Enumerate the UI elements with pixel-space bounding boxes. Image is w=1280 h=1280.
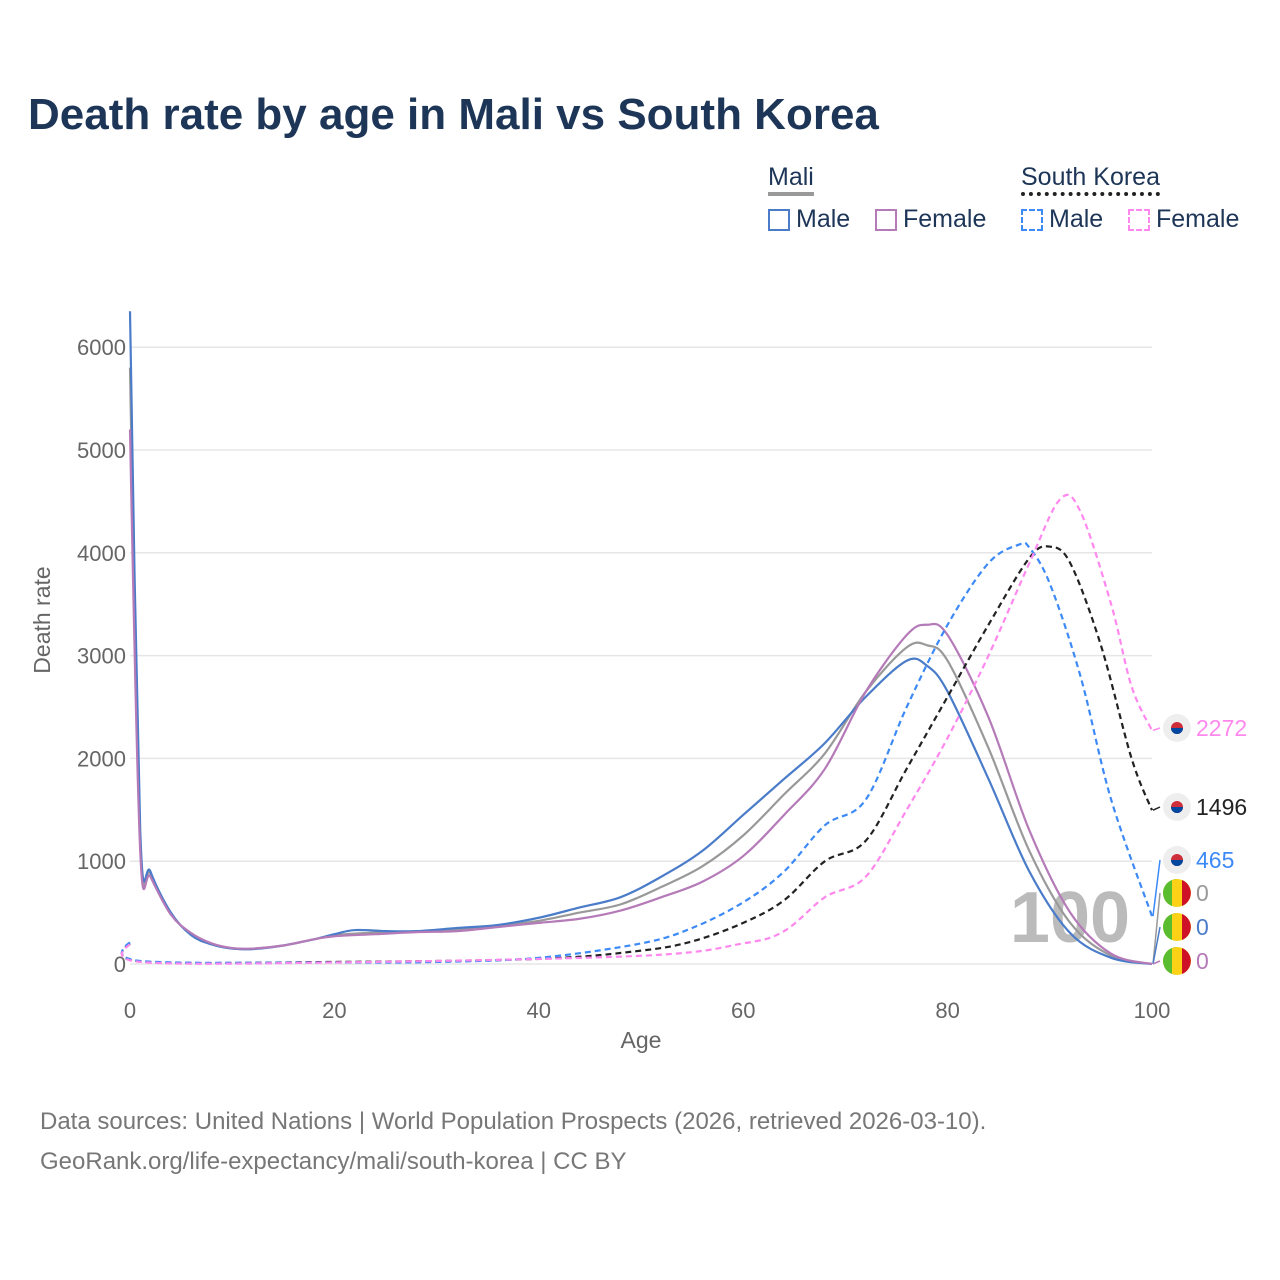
end-connector (1152, 960, 1161, 965)
end-value-label: 1496 (1196, 794, 1247, 820)
series-line-mali-total (128, 367, 1153, 966)
y-tick-label: 4000 (77, 541, 126, 566)
legend-sk-female[interactable]: Female (1128, 205, 1239, 234)
legend-group-south-korea[interactable]: South Korea (1021, 163, 1160, 196)
series-line-south-korea-female (120, 493, 1153, 965)
end-value-label: 0 (1196, 880, 1209, 906)
flag-stripe (1182, 914, 1191, 940)
legend-mali-female[interactable]: Female (875, 205, 986, 234)
footer-sources: Data sources: United Nations | World Pop… (40, 1108, 987, 1135)
flag-taeguk (1171, 807, 1183, 813)
y-tick-label: 1000 (77, 849, 126, 874)
x-tick-label: 80 (935, 998, 959, 1023)
x-tick-label: 40 (527, 998, 551, 1023)
flag-stripe (1163, 879, 1177, 907)
end-value-label: 0 (1196, 914, 1209, 940)
flag-taeguk (1171, 860, 1183, 866)
end-value-label: 2272 (1196, 715, 1247, 741)
legend-label: Male (796, 205, 851, 233)
x-tick-label: 100 (1134, 998, 1171, 1023)
y-tick-label: 6000 (77, 335, 126, 360)
legend-mali-male[interactable]: Male (768, 205, 850, 234)
series-line-mali-female (128, 429, 1153, 966)
series-line-mali-male (128, 311, 1153, 966)
end-connector (1152, 859, 1161, 917)
legend-label: Male (1049, 205, 1104, 233)
legend-swatch (768, 208, 790, 231)
end-connector (1152, 806, 1161, 811)
legend-label: Female (903, 205, 987, 233)
legend-swatch (875, 208, 897, 231)
flag-stripe (1163, 913, 1177, 941)
x-tick-label: 20 (322, 998, 346, 1023)
year-watermark: 100 (1010, 878, 1130, 958)
series-line-south-korea-male (120, 541, 1154, 964)
end-connector (1152, 727, 1161, 732)
legend-swatch (1021, 208, 1043, 231)
flag-taeguk (1171, 728, 1183, 734)
series-line-south-korea-total (120, 545, 1154, 965)
y-tick-label: 2000 (77, 746, 126, 771)
legend-group-mali[interactable]: Mali (768, 163, 814, 196)
legend-label: Female (1156, 205, 1240, 233)
y-tick-label: 0 (114, 952, 126, 977)
legend-swatch (1128, 208, 1150, 231)
end-value-label: 465 (1196, 847, 1234, 873)
chart-title: Death rate by age in Mali vs South Korea (28, 90, 879, 139)
flag-stripe (1182, 880, 1191, 906)
end-value-label: 0 (1196, 948, 1209, 974)
y-axis-label: Death rate (29, 566, 55, 673)
x-tick-label: 60 (731, 998, 755, 1023)
legend-sk-male[interactable]: Male (1021, 205, 1103, 234)
flag-stripe (1182, 948, 1191, 974)
flag-stripe (1163, 947, 1177, 975)
end-connector (1152, 926, 1161, 965)
x-axis-label: Age (621, 1027, 662, 1053)
x-tick-label: 0 (124, 998, 136, 1023)
y-tick-label: 3000 (77, 644, 126, 669)
footer-link[interactable]: GeoRank.org/life-expectancy/mali/south-k… (40, 1148, 627, 1175)
end-connector (1152, 892, 1161, 965)
y-tick-label: 5000 (77, 438, 126, 463)
